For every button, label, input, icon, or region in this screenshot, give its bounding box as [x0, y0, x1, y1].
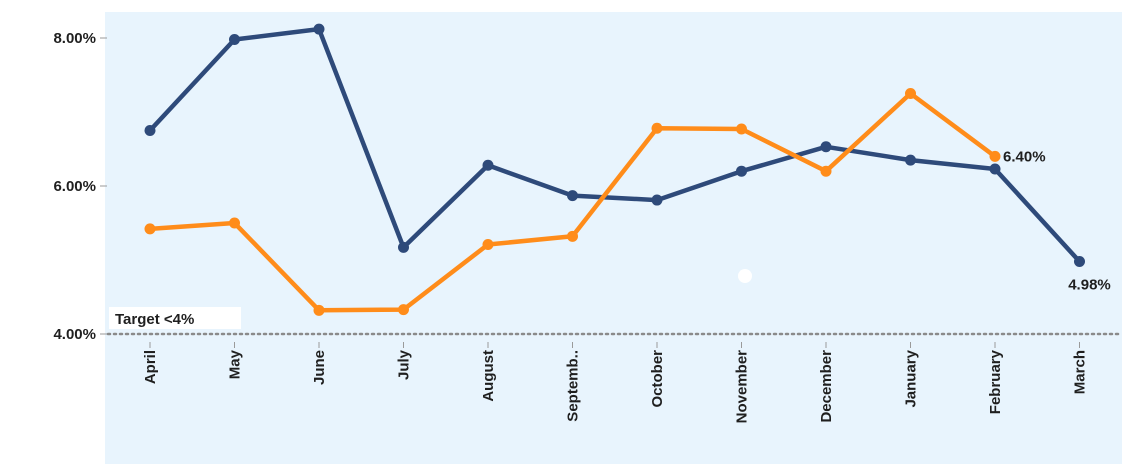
series-2-end-label: 6.40%: [1003, 148, 1046, 165]
y-tick-label: 8.00%: [53, 30, 96, 47]
x-category-label: April: [142, 350, 159, 384]
series-2-point: [144, 223, 156, 235]
series-2-point: [736, 123, 747, 135]
series-1-point: [567, 190, 578, 202]
x-category-label: May: [227, 349, 244, 379]
series-1-point: [144, 125, 156, 136]
target-label: Target <4%: [115, 311, 194, 328]
x-category-label: November: [734, 350, 751, 424]
y-tick-label: 6.00%: [53, 178, 96, 195]
series-1-point: [905, 154, 916, 166]
series-2-point: [229, 217, 240, 229]
series-2-point: [482, 238, 494, 250]
x-category-label: Septemb..: [565, 350, 582, 422]
x-category-label: March: [1072, 350, 1089, 394]
x-category-label: August: [480, 350, 497, 402]
series-1-point: [482, 159, 494, 171]
x-category-label: December: [818, 350, 835, 423]
x-category-label: October: [649, 350, 666, 408]
series-1-point: [651, 194, 663, 206]
series-1-point: [736, 165, 747, 177]
series-1-point: [313, 23, 325, 35]
series-2-point: [989, 150, 1001, 162]
x-category-label: July: [396, 349, 413, 380]
series-2-point: [567, 230, 578, 242]
decorative-dot: [738, 269, 752, 283]
series-2-point: [651, 122, 663, 134]
series-2-point: [313, 304, 325, 316]
plot-background: [105, 12, 1122, 464]
x-category-label: January: [903, 349, 920, 407]
series-1-point: [1074, 255, 1085, 267]
series-2-point: [398, 304, 409, 316]
series-1-point: [229, 33, 240, 45]
x-category-label: February: [987, 349, 1004, 414]
target-label-background: [109, 307, 241, 329]
series-1-point: [820, 141, 832, 153]
series-1-point: [398, 241, 409, 253]
series-1-line: [147, 26, 1082, 264]
series-2-point: [905, 88, 916, 99]
series-1-point: [989, 163, 1001, 175]
series-2-point: [820, 165, 832, 177]
y-tick-label: 4.00%: [53, 326, 96, 343]
series-1-end-label: 4.98%: [1068, 276, 1111, 293]
x-category-label: June: [311, 350, 328, 385]
